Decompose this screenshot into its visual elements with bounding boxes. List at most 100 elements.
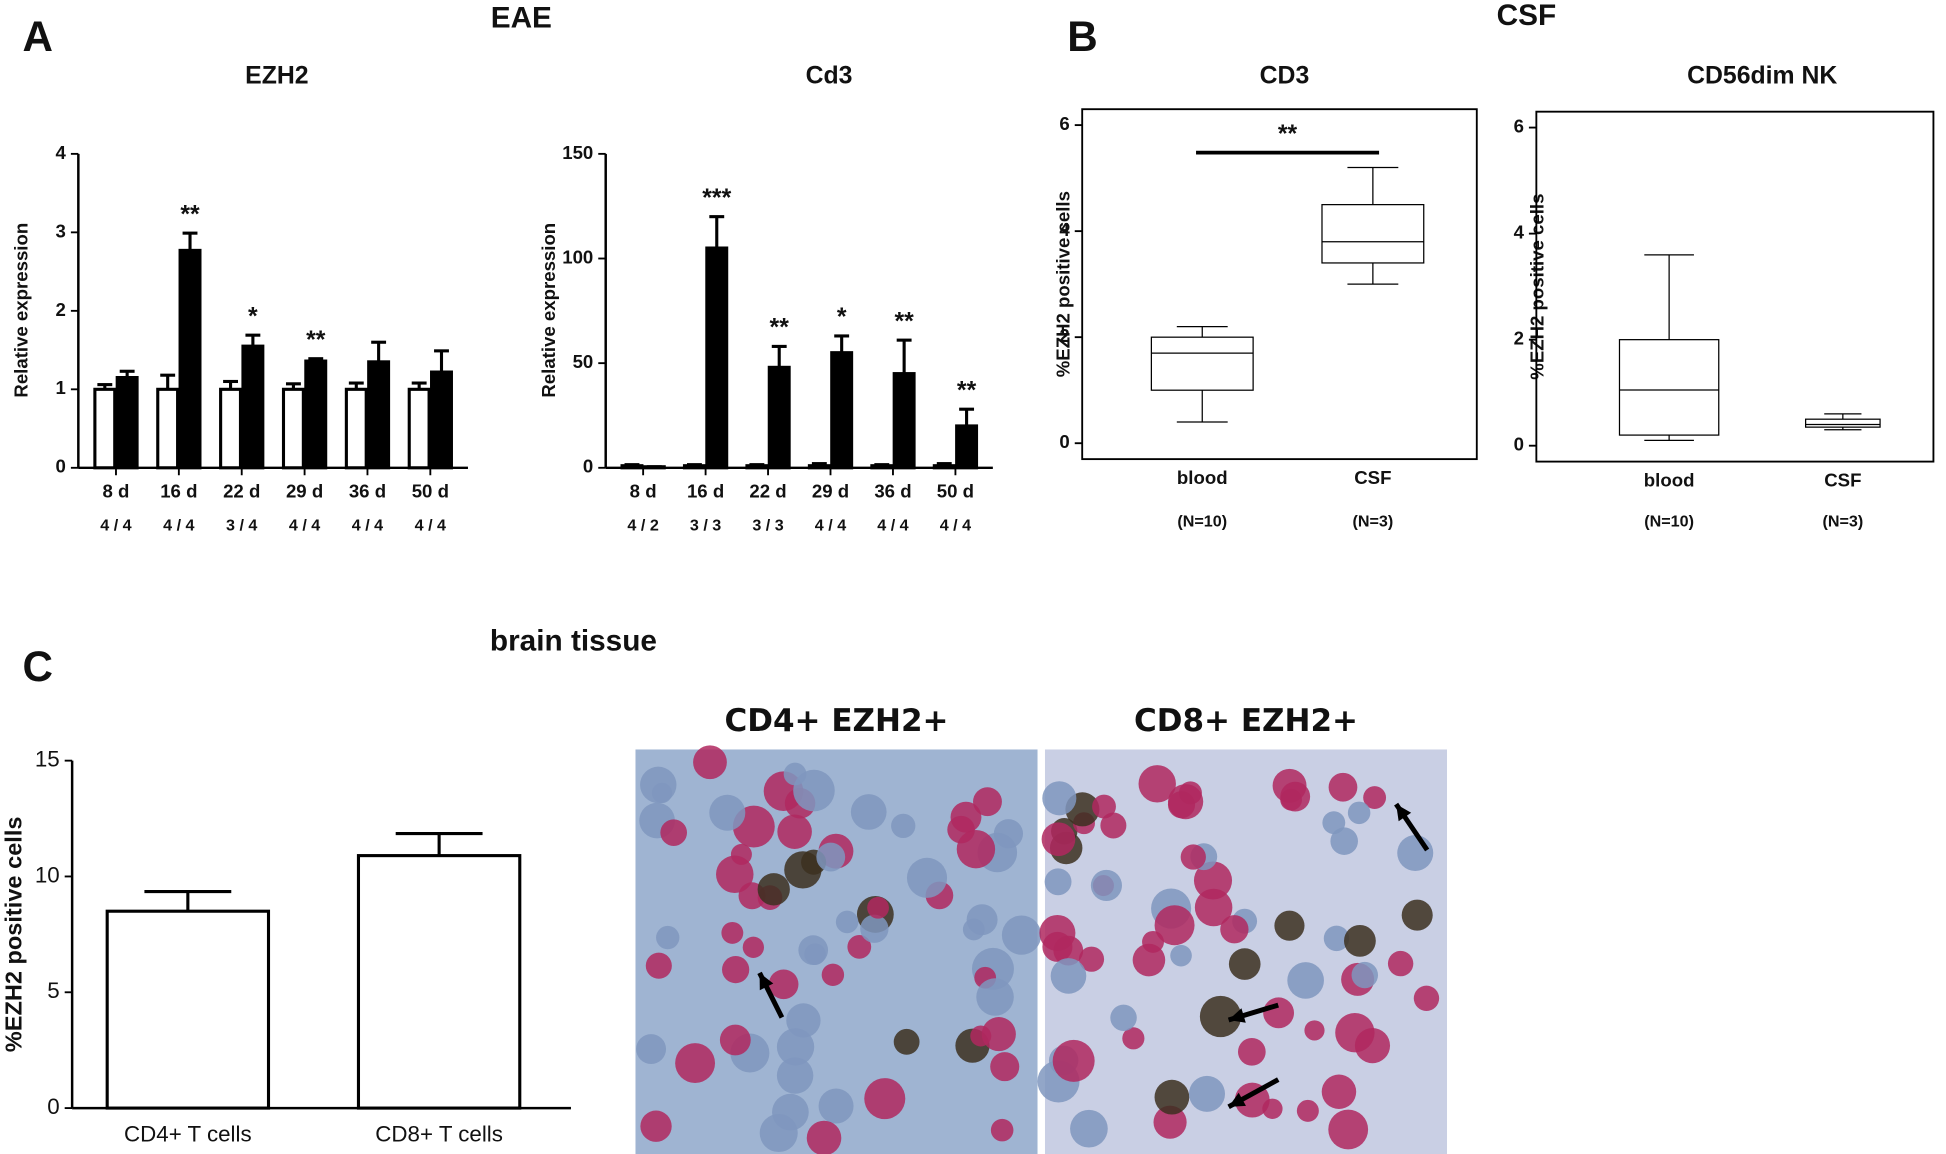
y-tick-label: 0 <box>56 456 66 477</box>
cell <box>1100 812 1127 839</box>
n-label: (N=10) <box>1644 513 1694 531</box>
cell <box>776 1057 814 1094</box>
significance: * <box>837 304 847 331</box>
arrow-head <box>759 972 774 991</box>
x-tick-label: 36 d <box>349 481 386 502</box>
cell <box>1220 915 1249 944</box>
bar <box>407 387 431 470</box>
bar <box>344 387 368 470</box>
chart-title: Cd3 <box>806 62 853 89</box>
cell <box>1180 844 1206 870</box>
cell <box>1042 781 1077 816</box>
significance: ** <box>894 308 914 335</box>
cell <box>1138 765 1176 803</box>
x-tick-label: 8 d <box>103 481 130 502</box>
cell <box>1070 1109 1108 1148</box>
cell <box>850 794 887 830</box>
y-tick-label: 100 <box>562 246 593 267</box>
plot-frame <box>1535 110 1935 463</box>
cell <box>1050 958 1087 994</box>
cell <box>660 819 688 846</box>
box <box>1804 418 1881 428</box>
y-tick-label: 3 <box>56 220 66 241</box>
n-label: 4 / 4 <box>352 516 383 534</box>
cell <box>1274 910 1305 941</box>
bar <box>241 344 265 470</box>
bar <box>219 387 243 470</box>
chart-title: CD56dim NK <box>1687 62 1837 89</box>
cell <box>1193 861 1233 900</box>
cell <box>1328 1109 1369 1150</box>
bar <box>767 365 791 470</box>
cell <box>1194 888 1233 927</box>
y-tick-label: 2 <box>1059 325 1069 346</box>
cell <box>1154 1079 1190 1115</box>
significance: ** <box>1278 121 1298 148</box>
cell <box>1001 915 1042 955</box>
y-tick-label: 0 <box>47 1094 59 1119</box>
plot-frame <box>1081 108 1478 461</box>
micrographs <box>635 745 1448 1154</box>
y-axis-label: %EZH2 positive cells <box>0 817 26 1053</box>
bar <box>430 370 453 470</box>
cell <box>730 843 752 865</box>
arrow-head <box>1228 1008 1246 1023</box>
x-tick-label: CSF <box>1824 469 1861 490</box>
cell <box>867 896 889 919</box>
y-tick-label: 0 <box>1514 434 1524 455</box>
cell <box>976 978 1014 1016</box>
cell <box>1199 995 1242 1038</box>
bar <box>830 351 854 470</box>
cell <box>1092 794 1116 819</box>
bar <box>807 464 831 470</box>
cell <box>947 815 975 844</box>
y-axis-label: Relative expression <box>10 223 31 398</box>
cell <box>1078 946 1105 972</box>
image-title: CD4+ EZH2+ <box>724 703 948 739</box>
cell <box>1287 962 1324 999</box>
y-tick-label: 0 <box>1059 431 1069 452</box>
n-label: 4 / 4 <box>289 516 320 534</box>
cell <box>1397 835 1434 872</box>
significance: ** <box>306 327 326 354</box>
n-label: 3 / 3 <box>690 516 721 534</box>
significance: ** <box>770 315 790 342</box>
cell <box>891 813 916 839</box>
cell <box>719 1024 751 1056</box>
x-tick-label: CD8+ T cells <box>375 1121 503 1146</box>
bar <box>682 464 706 470</box>
cell <box>821 963 845 987</box>
cell <box>1401 899 1433 931</box>
x-tick-label: 8 d <box>630 481 657 502</box>
box <box>1150 336 1254 391</box>
cell <box>847 935 872 959</box>
cell <box>1110 1004 1137 1032</box>
cell <box>656 925 680 950</box>
x-tick-label: 50 d <box>937 481 974 502</box>
cell <box>777 814 812 849</box>
n-label: 4 / 4 <box>100 516 131 534</box>
cell <box>1090 869 1122 902</box>
cell <box>722 955 750 984</box>
cell <box>768 969 799 1000</box>
panel-label: B <box>1067 13 1097 60</box>
cell <box>1387 950 1414 977</box>
cell <box>1122 1027 1145 1050</box>
x-tick-label: blood <box>1177 467 1228 488</box>
cell <box>973 787 1002 817</box>
cell <box>636 1034 667 1065</box>
x-tick-label: 36 d <box>874 481 911 502</box>
y-axis-label: %EZH2 positive cells <box>1053 191 1074 377</box>
cell <box>783 762 807 786</box>
y-axis-label: Relative expression <box>538 223 559 398</box>
bar <box>93 387 117 470</box>
cell <box>1280 781 1311 812</box>
bar <box>705 246 729 470</box>
n-label: 4 / 4 <box>415 516 446 534</box>
cell <box>906 857 948 898</box>
cell <box>1413 985 1440 1011</box>
cell <box>759 1113 798 1153</box>
bar <box>892 372 916 470</box>
x-tick-label: 16 d <box>160 481 197 502</box>
